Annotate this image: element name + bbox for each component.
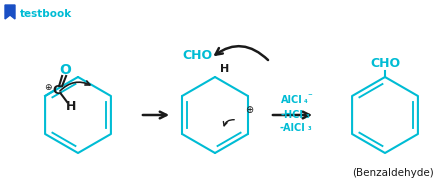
Text: ⁻: ⁻ bbox=[308, 93, 312, 102]
Text: testbook: testbook bbox=[20, 9, 72, 19]
Text: CHO: CHO bbox=[370, 57, 400, 69]
Text: H: H bbox=[220, 64, 230, 74]
Text: -HCl: -HCl bbox=[281, 110, 304, 120]
Text: ⊕: ⊕ bbox=[44, 82, 52, 91]
Text: ₃: ₃ bbox=[305, 111, 309, 120]
Text: O: O bbox=[59, 63, 71, 77]
Text: AlCl: AlCl bbox=[281, 95, 303, 105]
Text: ₃: ₃ bbox=[307, 123, 311, 132]
Text: (Benzaldehyde): (Benzaldehyde) bbox=[352, 168, 434, 178]
Text: C: C bbox=[53, 84, 62, 96]
Polygon shape bbox=[5, 5, 15, 19]
Text: ₄: ₄ bbox=[304, 96, 308, 105]
Text: H: H bbox=[66, 100, 76, 112]
Text: ⊕: ⊕ bbox=[245, 105, 253, 115]
Text: -AlCl: -AlCl bbox=[279, 123, 305, 133]
Text: CHO: CHO bbox=[182, 48, 212, 62]
